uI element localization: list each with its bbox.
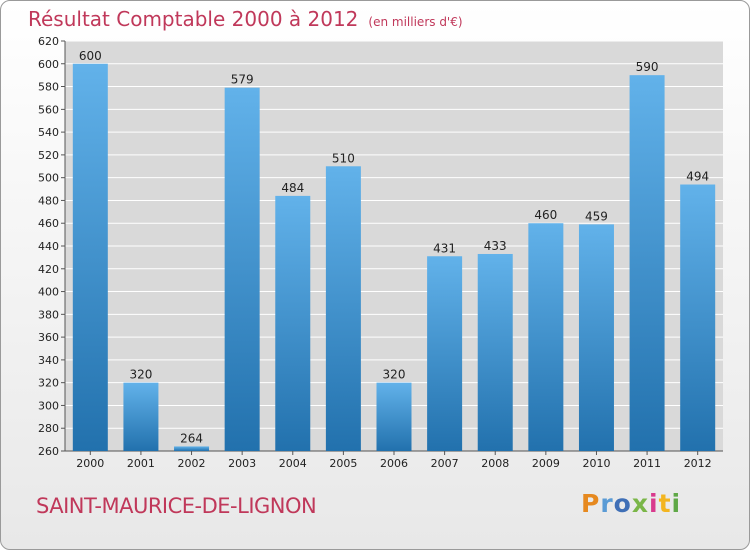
y-tick-label: 620 bbox=[38, 35, 59, 48]
y-tick-label: 560 bbox=[38, 103, 59, 116]
value-label: 590 bbox=[636, 60, 659, 74]
chart-title-unit: (en milliers d'€) bbox=[368, 15, 463, 29]
value-label: 459 bbox=[585, 209, 608, 223]
logo-letter: t bbox=[658, 489, 672, 518]
value-label: 433 bbox=[484, 239, 507, 253]
logo-letter: x bbox=[631, 489, 649, 518]
x-tick-label: 2008 bbox=[481, 457, 509, 470]
x-tick-label: 2007 bbox=[431, 457, 459, 470]
value-label: 460 bbox=[534, 208, 557, 222]
bar bbox=[427, 256, 463, 451]
bar bbox=[224, 87, 260, 451]
chart-title: Résultat Comptable 2000 à 2012 (en millie… bbox=[28, 7, 463, 31]
y-tick-label: 420 bbox=[38, 263, 59, 276]
x-tick-label: 2003 bbox=[228, 457, 256, 470]
value-label: 320 bbox=[129, 368, 152, 382]
bar bbox=[578, 224, 614, 451]
y-tick-label: 600 bbox=[38, 58, 59, 71]
bar bbox=[629, 75, 665, 452]
y-tick-label: 500 bbox=[38, 172, 59, 185]
value-label: 484 bbox=[281, 181, 304, 195]
bar bbox=[123, 382, 159, 451]
y-tick-label: 300 bbox=[38, 399, 59, 412]
x-tick-label: 2005 bbox=[329, 457, 357, 470]
x-tick-label: 2000 bbox=[76, 457, 104, 470]
y-tick-label: 540 bbox=[38, 126, 59, 139]
logo-letter: o bbox=[613, 489, 632, 518]
y-tick-label: 380 bbox=[38, 308, 59, 321]
value-label: 431 bbox=[433, 241, 456, 255]
x-tick-label: 2009 bbox=[532, 457, 560, 470]
y-tick-label: 320 bbox=[38, 377, 59, 390]
bar bbox=[528, 223, 564, 451]
bar bbox=[174, 446, 210, 451]
y-tick-label: 400 bbox=[38, 286, 59, 299]
logo-letter: P bbox=[581, 489, 601, 518]
y-tick-label: 340 bbox=[38, 354, 59, 367]
bar bbox=[477, 253, 513, 451]
x-tick-label: 2012 bbox=[684, 457, 712, 470]
y-tick-label: 280 bbox=[38, 422, 59, 435]
value-label: 264 bbox=[180, 431, 203, 445]
bar bbox=[72, 63, 108, 452]
x-tick-label: 2010 bbox=[582, 457, 610, 470]
y-tick-label: 440 bbox=[38, 240, 59, 253]
value-label: 600 bbox=[79, 49, 102, 63]
bar bbox=[275, 195, 311, 451]
x-tick-label: 2002 bbox=[178, 457, 206, 470]
value-label: 510 bbox=[332, 151, 355, 165]
x-tick-label: 2004 bbox=[279, 457, 307, 470]
x-tick-label: 2001 bbox=[127, 457, 155, 470]
y-tick-label: 480 bbox=[38, 194, 59, 207]
bar bbox=[680, 184, 716, 451]
y-tick-label: 360 bbox=[38, 331, 59, 344]
bar bbox=[325, 166, 361, 451]
value-label: 579 bbox=[231, 73, 254, 87]
logo-letter: r bbox=[600, 489, 614, 518]
commune-name: SAINT-MAURICE-DE-LIGNON bbox=[36, 494, 317, 518]
y-tick-label: 520 bbox=[38, 149, 59, 162]
proxiti-logo: Proxiti bbox=[581, 489, 681, 518]
value-label: 494 bbox=[686, 170, 709, 184]
logo-letter: i bbox=[671, 489, 682, 518]
x-tick-label: 2011 bbox=[633, 457, 661, 470]
logo-letter: i bbox=[649, 489, 659, 518]
chart-title-main: Résultat Comptable 2000 à 2012 bbox=[28, 7, 359, 31]
value-label: 320 bbox=[383, 368, 406, 382]
y-tick-label: 460 bbox=[38, 217, 59, 230]
bar bbox=[376, 382, 412, 451]
y-tick-label: 260 bbox=[38, 445, 59, 458]
x-tick-label: 2006 bbox=[380, 457, 408, 470]
y-tick-label: 580 bbox=[38, 81, 59, 94]
